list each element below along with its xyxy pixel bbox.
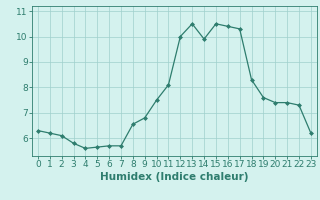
X-axis label: Humidex (Indice chaleur): Humidex (Indice chaleur)	[100, 172, 249, 182]
